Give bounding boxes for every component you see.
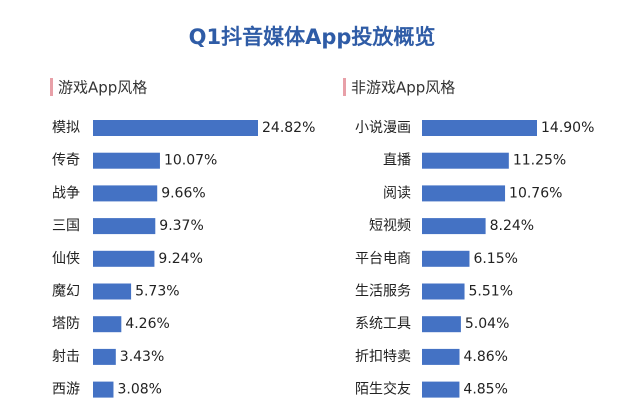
value-label: 9.24%	[158, 251, 202, 267]
value-label: 14.90%	[541, 120, 594, 136]
category-label: 模拟	[52, 120, 80, 136]
category-label: 传奇	[52, 152, 80, 169]
value-label: 9.37%	[159, 218, 203, 234]
bar	[93, 152, 160, 169]
bar	[422, 120, 537, 136]
category-label: 小说漫画	[355, 120, 411, 136]
panel-heading: 游戏App风格	[58, 79, 147, 97]
category-label: 塔防	[52, 316, 80, 332]
category-label: 短视频	[369, 218, 411, 234]
bar	[422, 152, 509, 169]
category-label: 西游	[52, 382, 80, 398]
value-label: 24.82%	[262, 120, 315, 136]
value-label: 11.25%	[513, 153, 566, 169]
value-label: 8.24%	[490, 218, 534, 234]
bar	[93, 283, 132, 300]
value-label: 4.26%	[125, 316, 169, 332]
chart-title: Q1抖音媒体App投放概览	[189, 25, 436, 49]
category-label: 生活服务	[355, 284, 411, 300]
bar	[93, 381, 114, 398]
category-label: 三国	[52, 218, 80, 234]
value-label: 3.43%	[120, 349, 164, 365]
bar	[93, 316, 122, 333]
bar	[93, 218, 156, 235]
category-label: 战争	[52, 185, 80, 201]
bar	[422, 218, 486, 235]
category-label: 仙侠	[52, 251, 80, 267]
category-label: 射击	[52, 349, 80, 365]
value-label: 10.76%	[509, 185, 562, 201]
value-label: 5.73%	[135, 284, 179, 300]
category-label: 系统工具	[355, 316, 411, 332]
category-label: 折扣特卖	[355, 349, 411, 365]
heading-marker	[343, 78, 346, 96]
category-label: 魔幻	[52, 284, 80, 300]
panel-heading: 非游戏App风格	[351, 79, 455, 97]
category-label: 陌生交友	[355, 381, 411, 398]
bar	[93, 120, 258, 136]
value-label: 4.85%	[463, 382, 507, 398]
category-label: 阅读	[383, 184, 411, 201]
heading-marker	[50, 78, 53, 96]
category-label: 直播	[383, 152, 411, 169]
value-label: 6.15%	[473, 251, 517, 267]
bar	[422, 185, 506, 202]
bar	[422, 348, 460, 365]
value-label: 10.07%	[164, 153, 217, 169]
value-label: 9.66%	[161, 185, 205, 201]
value-label: 4.86%	[464, 349, 508, 365]
category-label: 平台电商	[355, 251, 411, 267]
bar	[93, 250, 155, 267]
bar	[422, 250, 470, 267]
value-label: 5.04%	[465, 316, 509, 332]
bar	[422, 283, 465, 300]
bar	[93, 185, 158, 202]
value-label: 5.51%	[469, 284, 513, 300]
bar	[93, 348, 116, 365]
bar	[422, 316, 461, 333]
bar	[422, 381, 460, 398]
value-label: 3.08%	[117, 382, 161, 398]
